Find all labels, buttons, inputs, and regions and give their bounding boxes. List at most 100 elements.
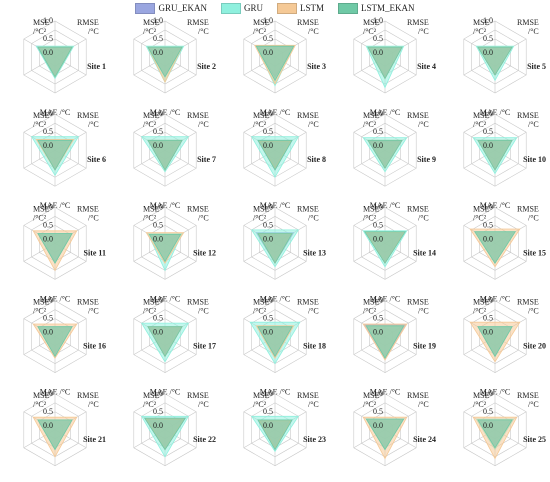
axis-label-rmse-unit: /°C: [528, 120, 539, 129]
axis-label-rmse-unit: /°C: [88, 307, 99, 316]
tick-label: 0.5: [43, 220, 53, 229]
axis-label-mse-unit: /°C²: [473, 213, 487, 222]
tick-label: 0.0: [263, 141, 273, 150]
tick-label: 1.0: [373, 296, 383, 305]
tick-label: 0.5: [373, 314, 383, 323]
tick-label: 0.5: [153, 407, 163, 416]
series-lstm-ekan: [473, 231, 517, 264]
radar-panel: 1.0 0.5 0.0 MSE/°C² RMSE/°C MAE /°C Site 23: [243, 389, 326, 482]
tick-label: 0.0: [153, 48, 163, 57]
axis-label-mse: MSE: [253, 298, 270, 307]
axis-label-mse-unit: /°C²: [253, 307, 267, 316]
axis-label-mse-unit: /°C²: [253, 213, 267, 222]
axis-label-mae: MAE /°C: [40, 388, 71, 397]
tick-label: 0.0: [373, 141, 383, 150]
axis-label-mse-unit: /°C²: [33, 120, 47, 129]
site-title: Site 10: [523, 155, 546, 164]
axis-label-mse-unit: /°C²: [33, 400, 47, 409]
axis-label-mse-unit: /°C²: [33, 213, 47, 222]
series-lstm-ekan: [37, 233, 73, 265]
tick-label: 0.5: [153, 34, 163, 43]
tick-label: 0.0: [373, 328, 383, 337]
legend-label: GRU: [243, 3, 263, 13]
axis-label-mse-unit: /°C²: [473, 400, 487, 409]
series-lstm-ekan: [257, 233, 293, 265]
axis-label-rmse-unit: /°C: [528, 400, 539, 409]
tick-label: 0.0: [43, 141, 53, 150]
series-lstm-ekan: [367, 46, 403, 80]
axis-label-mse: MSE: [253, 391, 270, 400]
legend-swatch: [135, 2, 156, 14]
axis-label-rmse-unit: /°C: [198, 120, 209, 129]
axis-label-rmse: RMSE: [77, 204, 99, 213]
site-title: Site 7: [197, 155, 216, 164]
axis-label-mse: MSE: [143, 298, 160, 307]
tick-label: 0.5: [263, 314, 273, 323]
axis-label-rmse: RMSE: [297, 298, 319, 307]
axis-label-rmse-unit: /°C: [198, 213, 209, 222]
axis-label-mse-unit: /°C²: [473, 307, 487, 316]
tick-label: 1.0: [263, 202, 273, 211]
radar-panel: 1.0 0.5 0.0 MSE/°C² RMSE/°C MAE /°C Site 14: [353, 202, 436, 303]
series-lstm-ekan: [37, 46, 73, 78]
legend-item-gru-ekan: GRU_EKAN: [135, 2, 207, 14]
axis-label-mae: MAE /°C: [370, 108, 401, 117]
series-lstm-ekan: [257, 139, 293, 171]
axis-label-mse-unit: /°C²: [143, 213, 157, 222]
tick-label: 0.0: [483, 234, 493, 243]
axis-label-mse: MSE: [473, 298, 490, 307]
axis-label-mae: MAE /°C: [260, 481, 291, 482]
site-title: Site 24: [413, 435, 436, 444]
tick-label: 0.0: [483, 328, 493, 337]
axis-label-rmse: RMSE: [297, 18, 319, 27]
axis-label-mse: MSE: [33, 298, 50, 307]
series-lstm-ekan: [37, 139, 73, 171]
tick-label: 0.5: [373, 407, 383, 416]
axis-label-mse-unit: /°C²: [363, 400, 377, 409]
axis-label-rmse-unit: /°C: [198, 27, 209, 36]
legend-item-lstm: LSTM: [277, 2, 324, 14]
legend-label: LSTM_EKAN: [361, 3, 415, 13]
axis-label-mse: MSE: [473, 18, 490, 27]
tick-label: 0.5: [43, 34, 53, 43]
axis-label-rmse: RMSE: [187, 111, 209, 120]
site-title: Site 19: [413, 342, 436, 351]
tick-label: 0.5: [483, 407, 493, 416]
axis-label-mae: MAE /°C: [150, 481, 181, 482]
axis-label-rmse-unit: /°C: [418, 307, 429, 316]
series-lstm-ekan: [257, 326, 293, 358]
tick-label: 1.0: [483, 16, 493, 25]
site-title: Site 15: [523, 248, 546, 257]
axis-label-mae: MAE /°C: [40, 294, 71, 303]
axis-label-rmse-unit: /°C: [88, 120, 99, 129]
series-lstm-ekan: [477, 326, 513, 358]
axis-label-rmse: RMSE: [517, 18, 539, 27]
radar-panel: 1.0 0.5 0.0 MSE/°C² RMSE/°C MAE /°C Site 24: [353, 389, 436, 482]
axis-label-rmse: RMSE: [77, 111, 99, 120]
tick-label: 0.5: [373, 34, 383, 43]
radar-panel: 1.0 0.5 0.0 MSE/°C² RMSE/°C MAE /°C Site 12: [133, 202, 216, 303]
tick-label: 0.5: [483, 314, 493, 323]
legend-item-gru: GRU: [220, 2, 263, 14]
axis-label-mse-unit: /°C²: [143, 120, 157, 129]
tick-label: 1.0: [153, 16, 163, 25]
axis-label-mse: MSE: [33, 111, 50, 120]
axis-label-rmse-unit: /°C: [308, 27, 319, 36]
axis-label-rmse: RMSE: [187, 18, 209, 27]
axis-label-mae: MAE /°C: [370, 481, 401, 482]
tick-label: 0.5: [153, 127, 163, 136]
tick-label: 0.0: [153, 328, 163, 337]
legend-swatch: [277, 2, 297, 14]
tick-label: 0.0: [373, 234, 383, 243]
series-lstm-ekan: [147, 326, 183, 358]
tick-label: 0.5: [263, 220, 273, 229]
axis-label-mae: MAE /°C: [260, 108, 291, 117]
axis-label-mse: MSE: [253, 204, 270, 213]
